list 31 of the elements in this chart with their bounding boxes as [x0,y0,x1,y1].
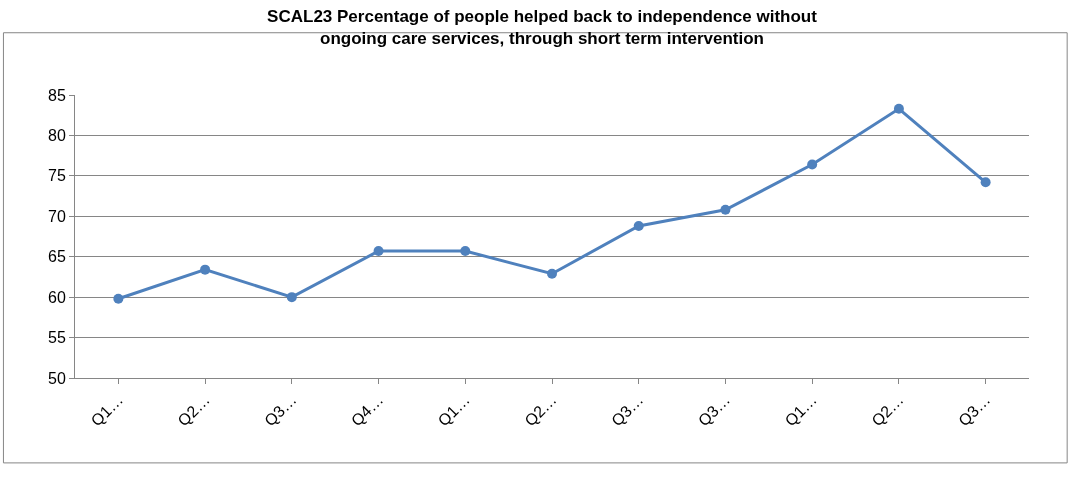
x-tick-label: Q3… [954,390,994,430]
x-tick-label: Q3… [608,390,647,430]
point [460,246,471,257]
point [633,220,644,231]
point [286,292,297,303]
x-tick-label: Q1… [781,390,820,430]
x-tick-label: Q3… [261,390,300,430]
y-tick-label: 70 [48,207,66,225]
point [720,204,731,215]
point [200,264,211,275]
chart-title: SCAL23 Percentage of people helped back to independence without ongoing care services, through short term intervention [267,7,818,49]
x-tick-label: Q3… [694,390,734,430]
y-tick-label: 75 [48,167,66,185]
y-tick-label: 50 [48,369,66,387]
point [980,177,991,188]
x-tick-label: Q2… [174,390,213,430]
y-tick-label: 55 [48,329,66,347]
y-tick-label: 60 [48,288,66,306]
point [547,268,557,279]
x-tick-label: Q1… [434,390,474,430]
point [893,103,904,114]
x-tick-label: Q2… [521,390,560,430]
x-tick-label: Q1… [87,390,127,430]
y-tick-label: 80 [48,127,66,145]
x-tick-label: Q2… [868,390,907,430]
y-tick-label: 65 [48,248,66,266]
x-tick-label: Q4… [347,390,387,430]
y-tick-label: 85 [48,86,66,104]
point [113,293,124,304]
point [807,159,818,170]
point [373,246,384,257]
